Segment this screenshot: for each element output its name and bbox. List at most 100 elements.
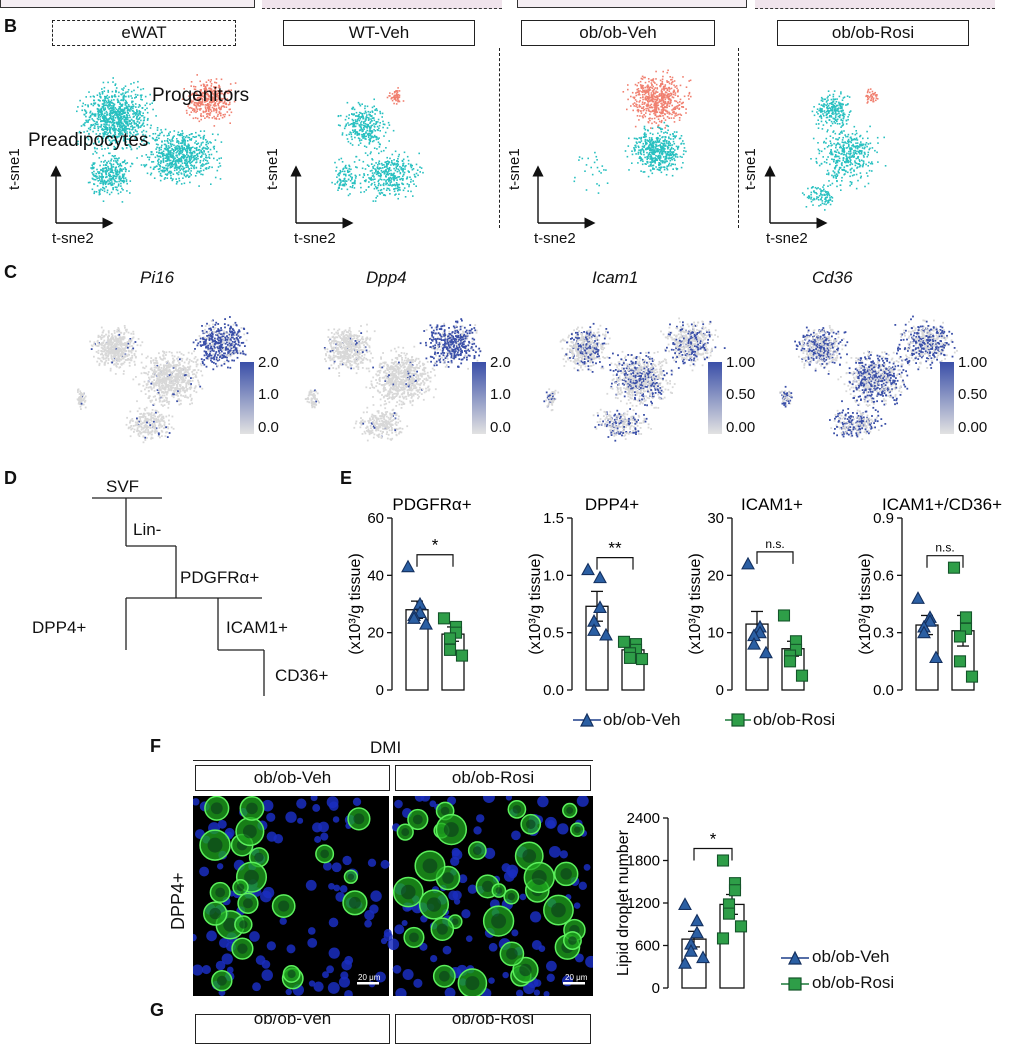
data-point xyxy=(637,654,648,665)
cbar-dpp4-low: 0.0 xyxy=(490,419,511,436)
tsne-xlabel-2: t-sne2 xyxy=(534,230,576,247)
data-point xyxy=(785,656,796,667)
gene-label-dpp4: Dpp4 xyxy=(366,268,407,288)
significance-label: n.s. xyxy=(935,541,954,555)
tsne-xlabel-1: t-sne2 xyxy=(294,230,336,247)
y-tick-label: 0.6 xyxy=(873,567,894,584)
data-point xyxy=(582,564,594,575)
data-point xyxy=(724,908,735,919)
gate-pdgfra: PDGFRα+ xyxy=(180,568,259,588)
y-tick-label: 60 xyxy=(367,510,384,527)
data-point xyxy=(967,671,978,682)
y-tick-label: 1.5 xyxy=(543,510,564,527)
chart-title: ICAM1+/CD36+ xyxy=(882,495,1002,514)
legend-rosi-icon xyxy=(732,714,744,726)
gate-lin-neg: Lin- xyxy=(133,520,161,540)
data-point xyxy=(955,631,966,642)
label-ewat: eWAT xyxy=(52,20,236,46)
legend-e-veh: ob/ob-Veh xyxy=(603,710,681,730)
data-point xyxy=(961,612,972,623)
y-axis-label: (x10³/g tissue) xyxy=(347,553,364,654)
significance-bracket xyxy=(417,555,453,567)
y-axis-label: (x10³/g tissue) xyxy=(857,553,874,654)
data-point xyxy=(730,885,741,896)
data-point xyxy=(797,670,808,681)
tsne-xlabel-0: t-sne2 xyxy=(52,230,94,247)
cbar-icam1-high: 1.00 xyxy=(726,354,755,371)
cbar-cd36-mid: 0.50 xyxy=(958,386,987,403)
cbar-icam1-low: 0.00 xyxy=(726,419,755,436)
tsne-ylabel-1: t-sne1 xyxy=(264,148,281,190)
cbar-icam1-mid: 0.50 xyxy=(726,386,755,403)
significance-label: * xyxy=(710,830,717,849)
y-tick-label: 1800 xyxy=(627,853,660,870)
panel-letter-c: C xyxy=(4,262,17,283)
cbar-cd36-low: 0.00 xyxy=(958,419,987,436)
data-point xyxy=(955,656,966,667)
y-tick-label: 0.9 xyxy=(873,510,894,527)
legend-e-rosi: ob/ob-Rosi xyxy=(753,710,835,730)
cbar-pi16-low: 0.0 xyxy=(258,419,279,436)
tsne-ob-rosi xyxy=(802,88,886,210)
feature-plots xyxy=(0,288,1024,458)
label-wt-veh: WT-Veh xyxy=(283,20,475,46)
f-header-line xyxy=(193,760,593,761)
scale-bar-veh xyxy=(357,982,379,985)
data-point xyxy=(625,652,636,663)
feature-plot-cd36 xyxy=(779,316,958,440)
data-point xyxy=(718,855,729,866)
tsne-xlabel-3: t-sne2 xyxy=(766,230,808,247)
y-axis-label: (x10³/g tissue) xyxy=(527,553,544,654)
legend-f-veh: ob/ob-Veh xyxy=(812,947,890,967)
significance-label: n.s. xyxy=(765,537,784,551)
data-point xyxy=(736,921,747,932)
scale-bar-rosi xyxy=(563,982,585,985)
f-label-rosi: ob/ob-Rosi xyxy=(395,765,591,791)
significance-label: * xyxy=(432,536,439,555)
y-tick-label: 2400 xyxy=(627,810,660,827)
data-point xyxy=(445,644,456,655)
chart-title: DPP4+ xyxy=(585,495,639,514)
significance-label: ** xyxy=(608,539,622,558)
data-point xyxy=(742,558,754,569)
data-point xyxy=(718,933,729,944)
y-tick-label: 30 xyxy=(707,510,724,527)
cbar-pi16-high: 2.0 xyxy=(258,354,279,371)
cbar-cd36-high: 1.00 xyxy=(958,354,987,371)
tsne-ylabel-3: t-sne1 xyxy=(742,148,759,190)
gate-svf: SVF xyxy=(106,477,139,497)
colorbar-icam1 xyxy=(708,362,722,434)
panel-letter-g: G xyxy=(150,1000,164,1021)
chart-title: ICAM1+ xyxy=(741,495,803,514)
legend-f-rosi: ob/ob-Rosi xyxy=(812,973,894,993)
f-header-dmi: DMI xyxy=(370,738,401,758)
panel-e-charts: PDGFRα+(x10³/g tissue)0204060*DPP4+(x10³… xyxy=(340,480,1024,705)
gate-icam1: ICAM1+ xyxy=(226,618,288,638)
y-tick-label: 0.0 xyxy=(873,682,894,699)
g-label-veh: ob/ob-Veh xyxy=(195,1014,390,1044)
tsne-wt-veh xyxy=(331,87,424,202)
colorbar-cd36 xyxy=(940,362,954,434)
panel-letter-f: F xyxy=(150,736,161,757)
panel-letter-b: B xyxy=(4,16,17,37)
significance-bracket xyxy=(597,558,633,570)
gene-label-icam1: Icam1 xyxy=(592,268,638,288)
cluster-label-progenitors: Progenitors xyxy=(152,85,249,107)
data-point xyxy=(439,613,450,624)
y-tick-label: 0 xyxy=(652,980,660,997)
data-point xyxy=(619,636,630,647)
y-tick-label: 0 xyxy=(376,682,384,699)
data-point xyxy=(779,610,790,621)
tsne-ylabel-2: t-sne1 xyxy=(506,148,523,190)
tsne-ob-veh xyxy=(574,70,692,194)
data-point xyxy=(402,561,414,572)
f-micrographs xyxy=(193,796,593,996)
feature-plot-icam1 xyxy=(543,318,725,442)
y-tick-label: 10 xyxy=(707,625,724,642)
f-row-label: DPP4+ xyxy=(168,872,189,930)
data-point xyxy=(949,562,960,573)
panel-a-remnant xyxy=(0,0,1024,10)
data-point xyxy=(912,592,924,603)
data-point xyxy=(457,650,468,661)
